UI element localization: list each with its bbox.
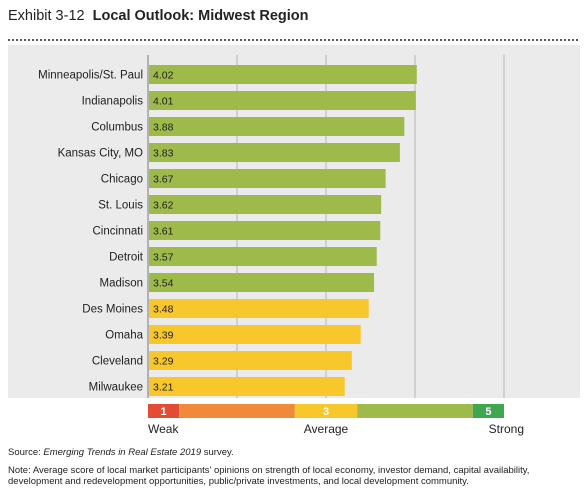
category-label: Cincinnati [93,226,144,238]
bar [149,351,352,370]
bar [149,65,417,84]
category-label: Cleveland [92,356,143,368]
bar [149,377,345,396]
source-suffix: survey. [201,447,234,458]
category-label: Kansas City, MO [58,148,143,160]
scale-segment [179,404,295,418]
scale-segment [472,404,504,418]
bar [149,91,416,110]
bar-value-label: 3.21 [153,382,174,394]
bar-value-label: 3.29 [153,356,174,368]
bar [149,273,375,292]
scale-segment [357,404,473,418]
bar-value-label: 3.61 [153,226,174,238]
scale-segment [294,404,358,418]
bar [149,117,405,136]
chart-title: Local Outlook: Midwest Region [92,8,309,24]
bar-chart: 4.02 Minneapolis/St. Paul 4.01 Indianapolis… [38,55,505,398]
bar-value-label: 3.83 [153,148,174,160]
bar-value-label: 3.39 [153,330,174,342]
title-divider [8,39,578,41]
bar [149,221,381,240]
rating-scale: 1 3 5 Weak Average Strong [148,404,524,436]
scale-number: 5 [485,406,491,418]
bar-value-label: 4.01 [153,96,174,108]
source-prefix: Source: [8,447,44,458]
bar-value-label: 4.02 [153,70,174,82]
scale-number: 3 [323,406,329,418]
bar-value-label: 3.88 [153,122,174,134]
methodology-note: Note: Average score of local market part… [8,465,530,487]
scale-number: 1 [161,406,167,418]
bar [149,143,400,162]
scale-segment [148,404,180,418]
scale-average-label: Average [304,422,349,436]
category-label: Chicago [101,174,143,186]
source-title: Emerging Trends in Real Estate 2019 [43,447,202,458]
exhibit-title: Exhibit 3-12 Local Outlook: Midwest Regi… [8,8,309,24]
bar-value-label: 3.57 [153,252,174,264]
bar-value-label: 3.67 [153,174,174,186]
category-label: Madison [100,278,143,290]
category-label: Omaha [105,330,143,342]
bar-value-label: 3.48 [153,304,174,316]
chart-panel: 4.02 Minneapolis/St. Paul 4.01 Indianapolis… [8,45,580,398]
bar-value-label: 3.62 [153,200,174,212]
bar [149,325,361,344]
bar [149,195,382,214]
scale-strong-label: Strong [489,422,524,436]
bar [149,299,369,318]
source-note: Source: Emerging Trends in Real Estate 2… [8,447,234,458]
bar [149,169,386,188]
scale-weak-label: Weak [148,422,179,436]
category-label: Detroit [109,252,144,264]
category-label: Des Moines [82,304,143,316]
category-label: Indianapolis [82,96,144,108]
bar-value-label: 3.54 [153,278,174,290]
category-label: Minneapolis/St. Paul [38,70,143,82]
category-label: Columbus [91,122,143,134]
bar [149,247,377,266]
exhibit-number: Exhibit 3-12 [8,8,85,24]
category-label: St. Louis [98,200,143,212]
category-label: Milwaukee [89,382,143,394]
